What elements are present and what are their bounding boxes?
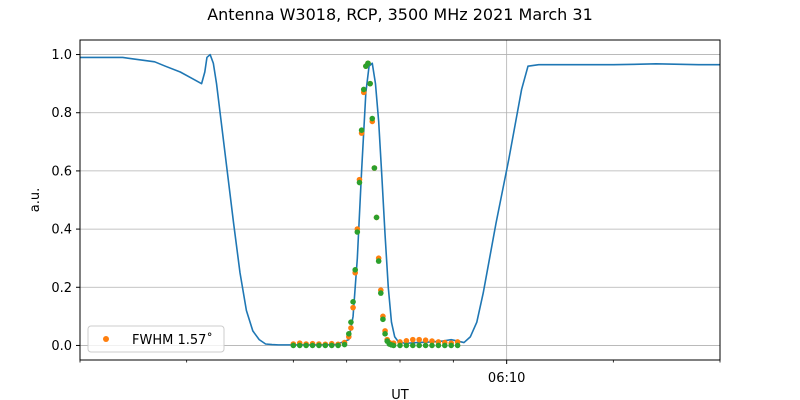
- scatter-point-2: [373, 214, 380, 221]
- scatter-point-2: [341, 341, 348, 348]
- scatter-point-2: [350, 299, 356, 305]
- y-tick-label: 0.6: [51, 164, 72, 179]
- legend-box: [87, 325, 225, 353]
- scatter-point-2: [322, 342, 329, 349]
- scatter-point-1: [403, 338, 410, 344]
- scatter-point-2: [290, 342, 297, 349]
- scatter-point-2: [422, 342, 429, 349]
- scatter-point-2: [448, 342, 455, 349]
- scatter-point-2: [416, 342, 423, 349]
- scatter-point-2: [352, 267, 359, 273]
- scatter-point-1: [410, 336, 416, 343]
- series-line: [80, 53, 720, 346]
- scatter-point-1: [422, 337, 429, 344]
- scatter-point-2: [316, 342, 322, 349]
- legend-label: FWHM 1.57˚: [132, 332, 213, 348]
- legend[interactable]: FWHM 1.57˚: [87, 325, 225, 353]
- scatter-point-2: [358, 127, 365, 133]
- ticks: 0.0 0.2 0.4 0.6 0.8 1.0 06:10: [51, 48, 721, 386]
- scatter-point-2: [303, 342, 309, 349]
- scatter-point-2: [335, 342, 341, 349]
- scatter-point-2: [442, 342, 448, 349]
- scatter-point-1: [416, 336, 423, 343]
- x-axis-label: UT: [391, 388, 409, 400]
- scatter-point-2: [354, 229, 361, 235]
- scatter-point-2: [328, 342, 335, 349]
- scatter-point-1: [350, 304, 356, 311]
- scatter-point-2: [346, 331, 352, 337]
- scatter-point-2: [360, 86, 367, 93]
- y-tick-label: 0.0: [51, 339, 72, 354]
- plot-area: [80, 53, 720, 349]
- scatter-point-2: [410, 342, 416, 349]
- scatter-point-2: [378, 290, 384, 296]
- scatter-point-2: [380, 316, 386, 323]
- scatter-point-2: [429, 342, 435, 349]
- scatter-point-2: [367, 80, 373, 87]
- scatter-point-2: [309, 342, 316, 349]
- scatter-point-2: [375, 258, 382, 264]
- y-tick-label: 0.2: [51, 281, 72, 296]
- y-tick-label: 1.0: [51, 48, 72, 63]
- scatter-point-2: [371, 165, 378, 171]
- scatter-point-2: [356, 179, 363, 186]
- chart-title: Antenna W3018, RCP, 3500 MHz 2021 March …: [207, 5, 593, 24]
- legend-marker: [103, 336, 109, 342]
- y-tick-label: 0.4: [51, 223, 72, 238]
- scatter-point-1: [429, 338, 435, 344]
- scatter-point-2: [403, 342, 410, 349]
- x-tick-label: 06:10: [488, 371, 525, 386]
- scatter-point-2: [296, 342, 303, 349]
- y-axis-label: a.u.: [28, 188, 43, 212]
- scatter-point-2: [390, 342, 397, 349]
- scatter-point-2: [369, 115, 376, 122]
- scatter-point-2: [454, 342, 461, 349]
- y-tick-label: 0.8: [51, 106, 72, 121]
- scatter-point-2: [397, 342, 403, 349]
- scatter-point-1: [348, 325, 354, 331]
- scatter-point-2: [382, 331, 388, 337]
- scatter-point-2: [365, 60, 371, 67]
- scatter-point-2: [435, 342, 442, 349]
- scatter-point-2: [348, 319, 354, 325]
